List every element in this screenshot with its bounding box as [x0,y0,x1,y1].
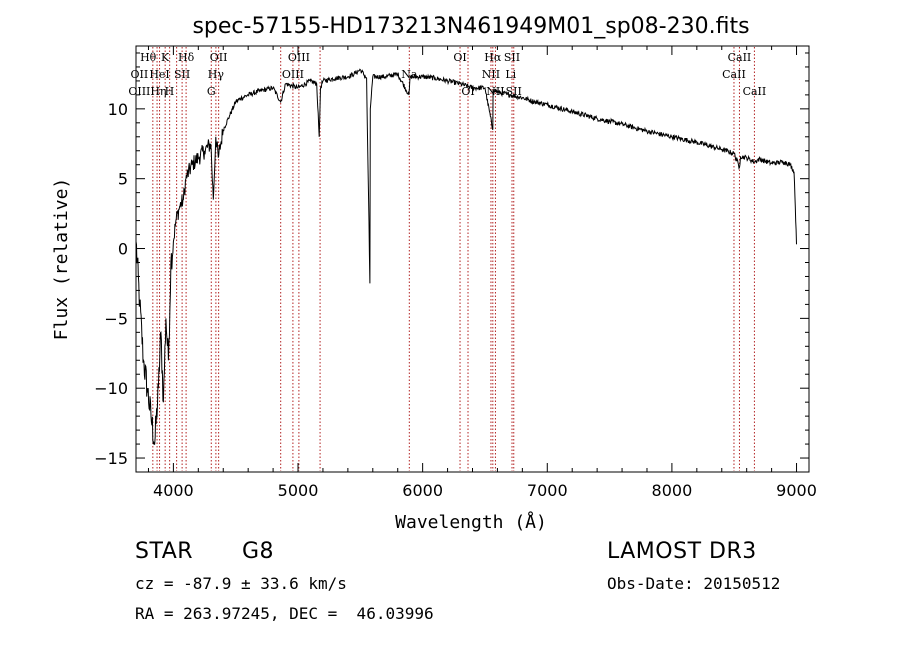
redshift-value: cz = -87.9 ± 33.6 km/s [135,574,347,593]
y-tick-label: 5 [118,170,128,189]
x-axis: 4000 5000 6000 7000 8000 9000 [147,46,817,500]
x-tick-label: 4000 [153,481,194,500]
line-label: OII [131,68,149,81]
x-tick-label: 9000 [776,481,817,500]
spectrum-series [135,68,797,446]
spectrum-line [135,68,797,446]
x-tick-label: 8000 [652,481,693,500]
line-label: SII [504,51,520,64]
line-label: NII [482,68,500,81]
y-axis: −15 −10 −5 0 5 10 [94,52,809,468]
y-axis-label: Flux (relative) [51,178,72,341]
line-label: CaII [728,51,752,64]
line-label: CaII [722,68,746,81]
line-label: HeI [149,68,169,81]
line-label: H [165,85,175,98]
line-label: Hγ [208,68,225,81]
line-label: Hδ [178,51,195,64]
line-label: OIII [128,85,150,98]
obs-date: Obs-Date: 20150512 [607,574,781,593]
x-axis-label: Wavelength (Å) [395,511,547,533]
line-label: Hα [484,51,502,64]
y-tick-label: −15 [94,449,128,468]
line-label: Hθ [140,51,157,64]
line-label: OII [210,51,228,64]
plot-frame [135,45,810,473]
x-tick-label: 6000 [402,481,443,500]
line-label: OI [453,51,466,64]
subclass-label: G8 [242,539,275,564]
line-label: Hη [150,85,166,98]
line-label: Li [505,68,516,81]
survey-label: LAMOST DR3 [607,539,757,564]
chart-title: spec-57155-HD173213N461949M01_sp08-230.f… [192,14,749,39]
line-label: OIII [282,68,304,81]
spectral-line-markers [152,47,755,471]
y-tick-label: 10 [108,100,128,119]
line-label: OIII [288,51,310,64]
line-label: CaII [743,85,767,98]
line-label: SII [174,68,190,81]
line-label: G [207,85,216,98]
coordinates: RA = 263.97245, DEC = 46.03996 [135,604,434,623]
y-tick-label: −10 [94,379,128,398]
y-tick-label: 0 [118,240,128,259]
x-tick-label: 7000 [527,481,568,500]
x-tick-label: 5000 [278,481,319,500]
line-label: K [161,51,170,64]
y-tick-label: −5 [104,309,128,328]
class-label: STAR [135,539,194,564]
